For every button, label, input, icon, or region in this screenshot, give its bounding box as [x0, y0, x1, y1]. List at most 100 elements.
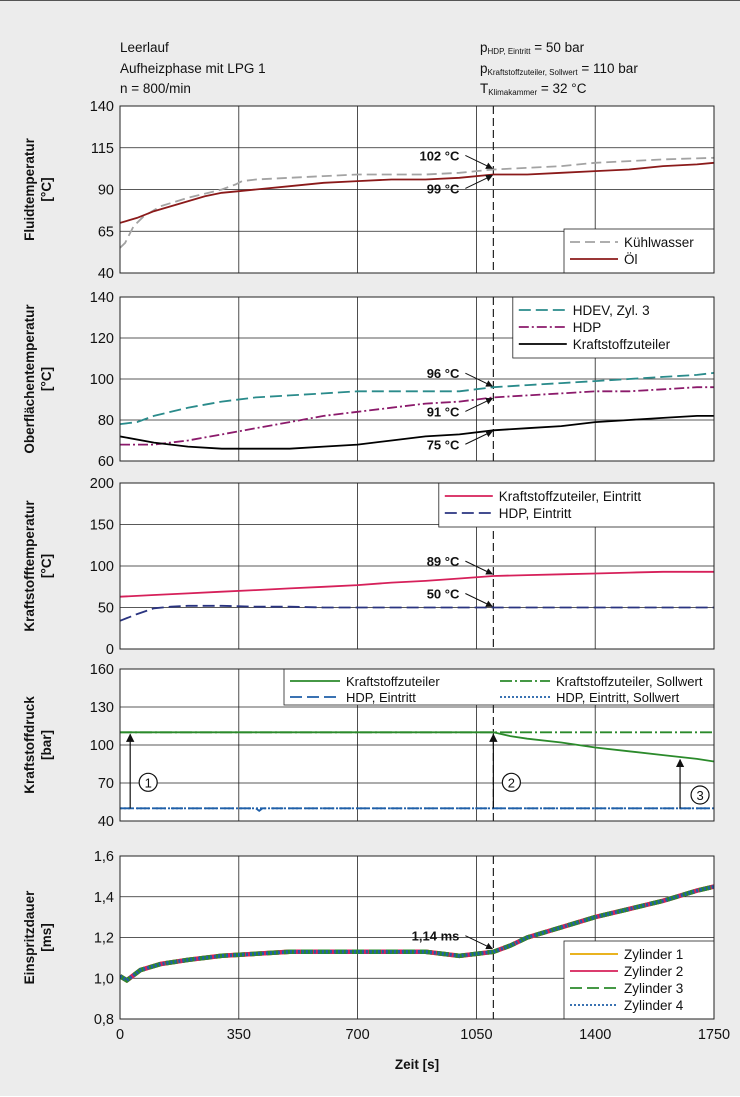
legend-label: HDEV, Zyl. 3	[573, 303, 650, 318]
legend-label: Zylinder 4	[624, 998, 684, 1013]
marker-number: 3	[696, 788, 703, 803]
y-tick-label: 100	[90, 559, 114, 575]
x-tick-label: 350	[227, 1027, 251, 1043]
param-subscript: HDP, Eintritt	[487, 47, 531, 56]
y-axis-label-line: Kraftstoffdruck	[22, 696, 37, 794]
header-left-line-1: Leerlauf	[120, 40, 169, 55]
x-tick-label: 1050	[460, 1027, 492, 1043]
param-subscript: Kraftstoffzuteiler, Sollwert	[487, 68, 578, 77]
y-tick-label: 140	[90, 290, 114, 306]
marker-circle	[501, 772, 521, 792]
y-tick-label: 70	[98, 776, 114, 792]
panel-4: 40 70 100 130 160 1 2 3 Kraftstoffzuteiler Krafts…	[22, 662, 715, 830]
series-line	[120, 884, 714, 984]
y-tick-label: 0,8	[94, 1012, 114, 1028]
y-axis-label: Kraftstoffdruck [bar]	[22, 696, 54, 794]
plot-frame	[119, 855, 715, 1020]
header-right-line-1: pHDP, Eintritt = 50 bar	[480, 41, 584, 56]
y-tick-label: 40	[98, 814, 114, 830]
series-line	[120, 604, 714, 622]
y-tick-label: 1,2	[94, 931, 114, 947]
y-tick-label: 60	[98, 454, 114, 470]
y-tick-label: 115	[91, 141, 114, 157]
legend-label: Öl	[624, 252, 638, 267]
annotation-label: 1,14 ms	[412, 929, 460, 944]
header-right-line-3: TKlimakammer = 32 °C	[480, 82, 586, 97]
plot-frame	[119, 668, 715, 822]
y-tick-label: 50	[98, 601, 114, 617]
legend-label: HDP	[573, 320, 602, 335]
annotation-label: 96 °C	[427, 366, 460, 381]
panel-3: 0 50 100 150 200 89 °C 50 °C Kraftstoffzuteiler…	[22, 476, 715, 658]
plot-frame	[119, 482, 715, 650]
annotation-label: 99 °C	[427, 181, 460, 196]
y-tick-label: 0	[106, 642, 114, 658]
x-tick-label: 0	[116, 1027, 124, 1043]
y-tick-label: 120	[90, 331, 114, 347]
y-axis-label-line: [ms]	[39, 923, 54, 952]
series-line	[120, 372, 714, 425]
y-axis-label: Kraftstofftemperatur [°C]	[22, 500, 54, 632]
y-tick-label: 1,0	[94, 971, 114, 987]
panel-2: 60 80 100 120 140 96 °C 91 °C 75 °C HDEV, Zyl. 3…	[22, 290, 715, 470]
param-subscript: Klimakammer	[488, 88, 538, 97]
y-tick-label: 160	[90, 662, 114, 678]
y-axis-label-line: [°C]	[39, 177, 54, 201]
y-tick-label: 100	[90, 372, 114, 388]
legend-label: Kühlwasser	[624, 235, 694, 250]
annotation-arrow	[465, 593, 494, 607]
y-tick-label: 1,6	[94, 849, 114, 865]
param-symbol: p	[480, 61, 488, 76]
y-axis-label: Einspritzdauer [ms]	[22, 890, 54, 985]
header-left-line-3: n = 800/min	[120, 81, 191, 96]
plot-frame	[119, 296, 715, 462]
annotation-arrow	[465, 175, 494, 189]
y-axis-label-line: [°C]	[39, 367, 54, 391]
annotation-arrow	[465, 560, 494, 575]
y-tick-label: 40	[98, 266, 114, 282]
y-tick-label: 140	[90, 99, 114, 115]
legend-label: HDP, Eintritt, Sollwert	[556, 690, 680, 705]
y-tick-label: 90	[98, 183, 114, 199]
y-tick-label: 150	[90, 518, 114, 534]
header-left-line-2: Aufheizphase mit LPG 1	[120, 61, 266, 76]
y-axis-label-line: Fluidtemperatur	[22, 137, 37, 241]
annotation-arrow	[465, 372, 494, 387]
legend-label: Kraftstoffzuteiler	[346, 674, 440, 689]
y-tick-label: 1,4	[94, 890, 114, 906]
legend-label: Kraftstoffzuteiler, Sollwert	[556, 674, 703, 689]
marker-circle	[138, 772, 158, 792]
x-tick-label: 1400	[579, 1027, 611, 1043]
annotation-label: 102 °C	[419, 148, 460, 163]
x-axis-label: Zeit [s]	[395, 1057, 439, 1072]
y-axis-label: Oberflächentemperatur [°C]	[22, 304, 54, 454]
annotation-label: 91 °C	[427, 404, 460, 419]
panel-5: 0,8 1,0 1,2 1,4 1,6 1,14 ms Zylinder 1 Zylinder…	[22, 849, 715, 1028]
annotation-label: 75 °C	[427, 437, 460, 452]
legend-label: Kraftstoffzuteiler	[573, 337, 671, 352]
param-value: = 110 bar	[577, 61, 638, 76]
legend-label: HDP, Eintritt	[499, 506, 572, 521]
y-axis-label-line: [bar]	[39, 730, 54, 760]
series-line	[120, 161, 714, 224]
legend-label: Kraftstoffzuteiler, Eintritt	[499, 489, 642, 504]
marker-number: 2	[508, 775, 515, 790]
annotation-label: 50 °C	[427, 587, 460, 602]
legend-label: Zylinder 2	[624, 964, 683, 979]
series-line	[120, 570, 714, 598]
legend-box	[283, 668, 715, 706]
annotation-arrow	[465, 430, 494, 445]
annotation-arrow	[465, 155, 494, 169]
marker-number: 1	[145, 775, 152, 790]
y-tick-label: 200	[90, 476, 114, 492]
annotation-label: 89 °C	[427, 554, 460, 569]
series-line	[120, 731, 714, 763]
y-tick-label: 130	[90, 700, 114, 716]
annotation-arrow	[465, 397, 494, 412]
legend-label: HDP, Eintritt	[346, 690, 416, 705]
legend-label: Zylinder 3	[624, 981, 683, 996]
series-line	[120, 414, 714, 450]
y-tick-label: 80	[98, 413, 114, 429]
annotation-arrow	[465, 935, 494, 950]
